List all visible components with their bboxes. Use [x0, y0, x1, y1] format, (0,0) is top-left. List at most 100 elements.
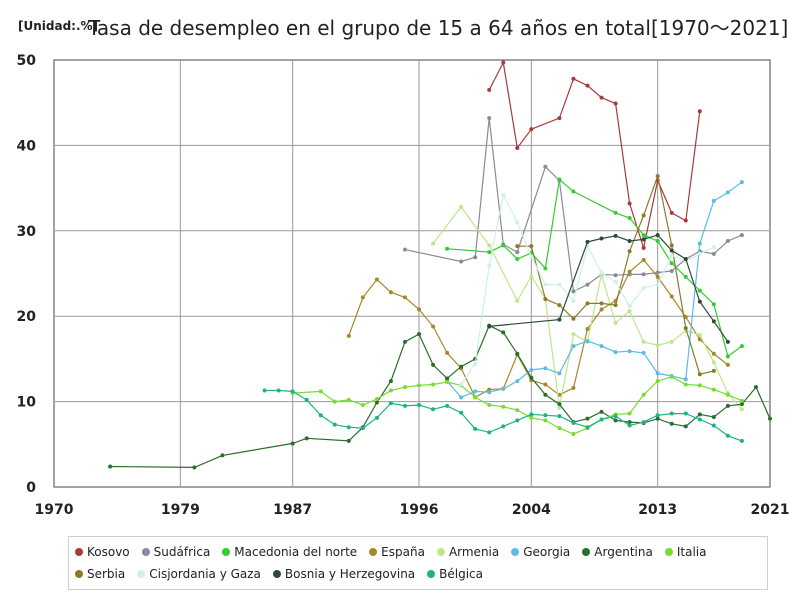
data-point — [388, 290, 393, 295]
data-point — [669, 411, 674, 416]
legend-label: España — [381, 545, 425, 559]
data-point — [683, 315, 688, 320]
data-point — [725, 354, 730, 359]
data-point — [697, 109, 702, 114]
data-point — [543, 382, 548, 387]
legend-marker — [141, 548, 150, 556]
data-point — [431, 324, 436, 329]
data-point — [613, 321, 618, 326]
data-point — [543, 282, 548, 287]
data-point — [515, 250, 520, 255]
data-point — [627, 303, 632, 308]
data-point — [529, 412, 534, 417]
data-point — [655, 233, 660, 238]
data-point — [557, 282, 562, 287]
data-point — [402, 339, 407, 344]
data-point — [585, 239, 590, 244]
data-point — [473, 362, 478, 367]
legend-label: Kosovo — [87, 545, 130, 559]
x-tick-label: 2004 — [512, 502, 551, 518]
data-point — [641, 350, 646, 355]
data-point — [697, 332, 702, 337]
data-point — [346, 397, 351, 402]
data-point — [739, 398, 744, 403]
legend-item: Bélgica — [427, 563, 483, 585]
legend-label: Italia — [676, 545, 707, 559]
x-tick-label: 2013 — [638, 502, 677, 518]
data-point — [739, 344, 744, 349]
data-point — [318, 413, 323, 418]
data-point — [599, 417, 604, 422]
legend-item: España — [369, 541, 425, 563]
x-tick-label: 1987 — [273, 502, 312, 518]
data-point — [627, 309, 632, 314]
data-point — [613, 210, 618, 215]
data-point — [641, 245, 646, 250]
x-tick-label: 2021 — [751, 502, 790, 518]
plot-frame — [53, 59, 771, 488]
legend-item: Cisjordania y Gaza — [137, 563, 261, 585]
data-point — [262, 388, 267, 393]
legend-marker — [137, 570, 146, 578]
data-point — [487, 263, 492, 268]
data-point — [599, 344, 604, 349]
data-point — [655, 174, 660, 179]
data-point — [669, 374, 674, 379]
data-point — [711, 198, 716, 203]
data-point — [515, 351, 520, 356]
series-line — [489, 234, 729, 343]
data-point — [697, 417, 702, 422]
data-point — [585, 282, 590, 287]
legend-marker — [427, 570, 436, 578]
data-point — [487, 403, 492, 408]
legend-marker — [511, 548, 520, 556]
data-point — [459, 259, 464, 264]
legend-label: Bélgica — [439, 567, 484, 581]
legend-label: Argentina — [594, 545, 653, 559]
data-point — [655, 413, 660, 418]
data-point — [641, 237, 646, 242]
data-point — [697, 288, 702, 293]
legend-label: Armenia — [448, 545, 500, 559]
data-point — [725, 239, 730, 244]
data-point — [388, 388, 393, 393]
data-point — [613, 350, 618, 355]
data-point — [683, 218, 688, 223]
data-point — [557, 116, 562, 121]
data-point — [374, 400, 379, 405]
data-point — [599, 301, 604, 306]
data-point — [683, 382, 688, 387]
data-point — [529, 254, 534, 259]
series-7 — [290, 374, 744, 437]
data-point — [655, 239, 660, 244]
data-point — [683, 326, 688, 331]
data-point — [459, 395, 464, 400]
data-point — [641, 272, 646, 277]
data-point — [669, 243, 674, 248]
data-point — [711, 368, 716, 373]
series-9 — [459, 192, 716, 387]
data-point — [192, 465, 197, 470]
data-point — [655, 270, 660, 275]
data-point — [543, 164, 548, 169]
series-line — [488, 60, 701, 251]
data-point — [711, 245, 716, 250]
data-point — [669, 339, 674, 344]
data-point — [641, 392, 646, 397]
legend-label: Serbia — [87, 567, 126, 581]
data-point — [725, 362, 730, 367]
y-tick-label: 10 — [17, 395, 37, 411]
data-point — [697, 241, 702, 246]
data-point — [346, 425, 351, 430]
legend-label: Cisjordania y Gaza — [149, 567, 261, 581]
data-point — [445, 246, 450, 251]
x-tick-label: 1979 — [161, 502, 200, 518]
data-point — [725, 433, 730, 438]
data-point — [318, 389, 323, 394]
data-point — [374, 397, 379, 402]
data-point — [543, 297, 548, 302]
data-point — [753, 385, 758, 390]
data-point — [655, 274, 660, 279]
data-point — [431, 407, 436, 412]
data-point — [332, 422, 337, 427]
